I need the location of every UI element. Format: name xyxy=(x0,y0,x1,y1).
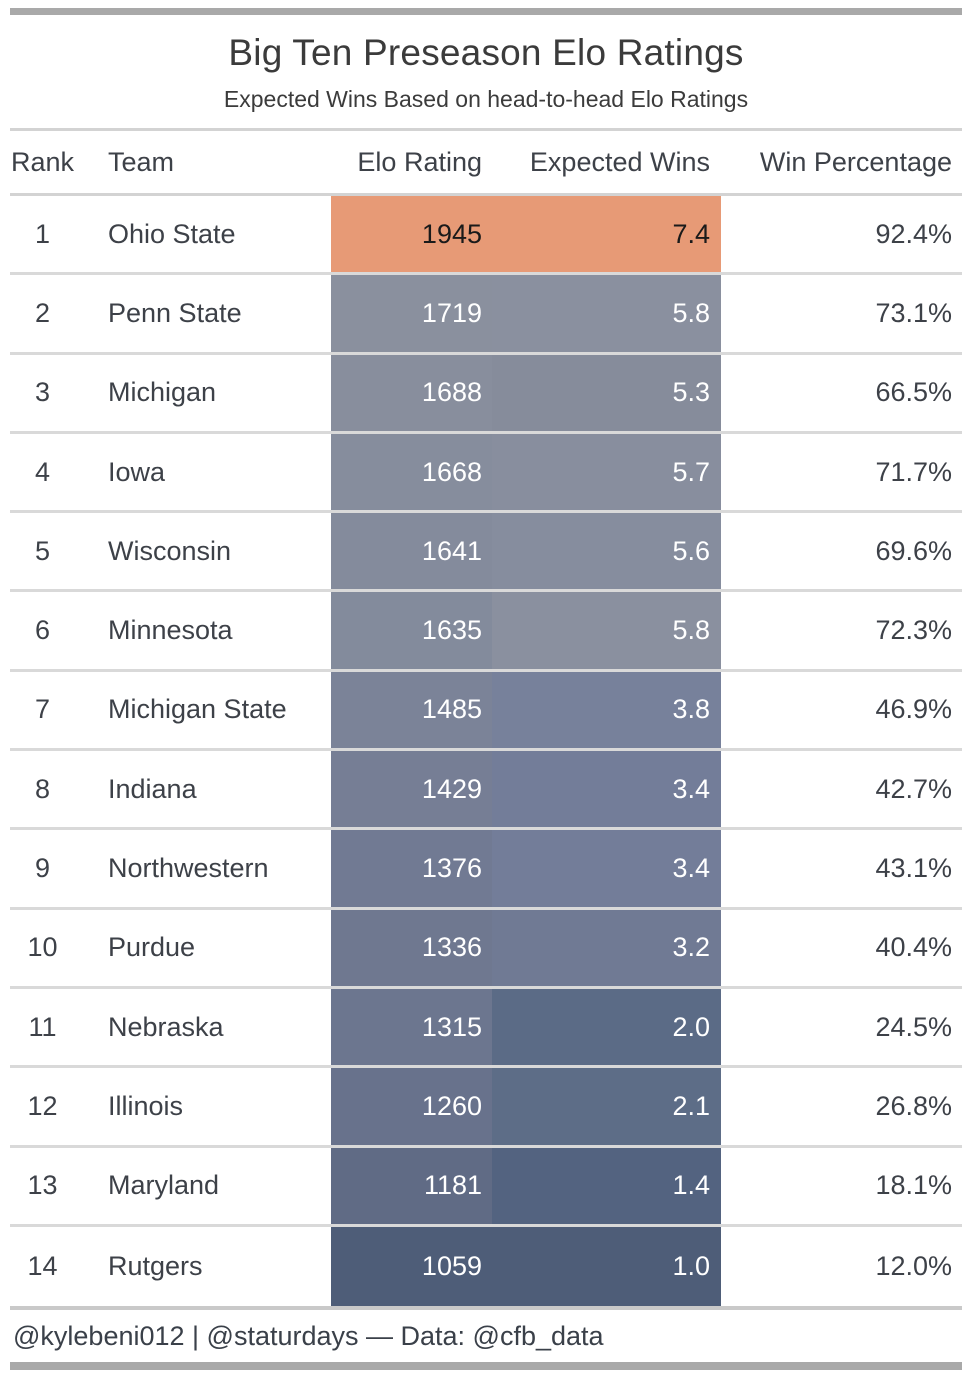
elo-cell: 1260 xyxy=(331,1068,492,1145)
column-header-team: Team xyxy=(108,146,175,177)
elo-cell: 1059 xyxy=(331,1226,492,1307)
elo-cell: 1485 xyxy=(331,671,492,749)
elo-cell: 1336 xyxy=(331,909,492,986)
expected-wins-cell: 3.8 xyxy=(492,671,721,749)
rank-cell: 13 xyxy=(27,1170,58,1201)
team-cell: Penn State xyxy=(108,297,242,328)
expected-wins-cell: 1.4 xyxy=(492,1147,721,1224)
expected-wins-cell: 2.0 xyxy=(492,988,721,1066)
rank-cell: 4 xyxy=(34,456,51,487)
team-cell: Purdue xyxy=(108,932,196,963)
page-subtitle: Expected Wins Based on head-to-head Elo … xyxy=(223,86,749,112)
win-pct-cell: 24.5% xyxy=(875,1011,952,1042)
win-pct-cell: 43.1% xyxy=(875,853,952,884)
team-cell: Ohio State xyxy=(108,218,236,249)
column-header-win-percentage: Win Percentage xyxy=(759,146,952,177)
expected-wins-cell: 3.4 xyxy=(492,830,721,907)
page-title: Big Ten Preseason Elo Ratings xyxy=(228,32,744,73)
rank-cell: 6 xyxy=(34,615,51,646)
rank-cell: 3 xyxy=(34,377,51,408)
elo-cell: 1635 xyxy=(331,592,492,669)
bottom-frame-bar xyxy=(10,1362,962,1371)
rank-cell: 1 xyxy=(34,218,51,249)
expected-wins-cell: 5.8 xyxy=(492,592,721,669)
table-graphic: Big Ten Preseason Elo Ratings Expected W… xyxy=(10,8,962,1371)
team-cell: Minnesota xyxy=(108,615,233,646)
team-cell: Nebraska xyxy=(108,1011,224,1042)
team-cell: Wisconsin xyxy=(108,535,232,566)
header-top-divider xyxy=(10,128,962,131)
table-row: 11 Nebraska 1315 2.0 24.5% xyxy=(10,988,962,1069)
win-pct-cell: 92.4% xyxy=(875,218,952,249)
expected-wins-cell: 7.4 xyxy=(492,196,721,273)
table-row: 3 Michigan 1688 5.3 66.5% xyxy=(10,354,962,434)
team-cell: Rutgers xyxy=(108,1251,203,1281)
win-pct-cell: 12.0% xyxy=(875,1251,952,1281)
win-pct-cell: 46.9% xyxy=(875,694,952,725)
win-pct-cell: 71.7% xyxy=(875,456,952,487)
table-row: 12 Illinois 1260 2.1 26.8% xyxy=(10,1068,962,1148)
team-cell: Indiana xyxy=(108,773,197,804)
team-cell: Iowa xyxy=(108,456,166,487)
table-row: 8 Indiana 1429 3.4 42.7% xyxy=(10,751,962,831)
win-pct-cell: 40.4% xyxy=(875,932,952,963)
elo-cell: 1668 xyxy=(331,433,492,511)
elo-cell: 1945 xyxy=(331,196,492,273)
elo-cell: 1429 xyxy=(331,751,492,828)
rank-cell: 5 xyxy=(34,535,51,566)
win-pct-cell: 42.7% xyxy=(875,773,952,804)
elo-cell: 1181 xyxy=(331,1147,492,1224)
expected-wins-cell: 2.1 xyxy=(492,1068,721,1145)
table-row: 1 Ohio State 1945 7.4 92.4% xyxy=(10,196,962,276)
rank-cell: 2 xyxy=(34,297,51,328)
elo-cell: 1688 xyxy=(331,354,492,431)
rank-cell: 8 xyxy=(34,773,51,804)
expected-wins-cell: 5.3 xyxy=(492,354,721,431)
team-cell: Maryland xyxy=(108,1170,220,1201)
elo-cell: 1315 xyxy=(331,988,492,1066)
rank-cell: 11 xyxy=(28,1011,57,1042)
expected-wins-cell: 5.8 xyxy=(492,275,721,352)
table-row: 6 Minnesota 1635 5.8 72.3% xyxy=(10,592,962,672)
footer-credit: @kylebeni012 | @staturdays — Data: @cfb_… xyxy=(13,1321,604,1352)
table-row: 4 Iowa 1668 5.7 71.7% xyxy=(10,433,962,514)
win-pct-cell: 69.6% xyxy=(875,535,952,566)
elo-cell: 1719 xyxy=(331,275,492,352)
table-row: 10 Purdue 1336 3.2 40.4% xyxy=(10,909,962,989)
expected-wins-cell: 5.7 xyxy=(492,433,721,511)
win-pct-cell: 72.3% xyxy=(875,615,952,646)
expected-wins-cell: 3.2 xyxy=(492,909,721,986)
expected-wins-cell: 3.4 xyxy=(492,751,721,828)
team-cell: Illinois xyxy=(108,1090,184,1121)
top-frame-bar xyxy=(10,8,962,15)
elo-cell: 1641 xyxy=(331,513,492,590)
table-row: 7 Michigan State 1485 3.8 46.9% xyxy=(10,671,962,752)
footer-divider xyxy=(10,1306,962,1311)
team-cell: Michigan xyxy=(108,377,217,408)
elo-cell: 1376 xyxy=(331,830,492,907)
win-pct-cell: 66.5% xyxy=(875,377,952,408)
rank-cell: 14 xyxy=(27,1251,58,1281)
table-header-row: Rank Team Elo Rating Expected Wins Win P… xyxy=(10,131,962,196)
table-body: 1 Ohio State 1945 7.4 92.4% 2 Penn State… xyxy=(10,196,962,1307)
rank-cell: 10 xyxy=(27,932,58,963)
column-header-expected-wins: Expected Wins xyxy=(529,146,710,177)
rank-cell: 12 xyxy=(27,1090,58,1121)
team-cell: Michigan State xyxy=(108,694,287,725)
win-pct-cell: 26.8% xyxy=(875,1090,952,1121)
rank-cell: 9 xyxy=(34,853,51,884)
team-cell: Northwestern xyxy=(108,853,269,884)
column-header-rank: Rank xyxy=(10,146,75,177)
win-pct-cell: 18.1% xyxy=(875,1170,952,1201)
rank-cell: 7 xyxy=(34,694,51,725)
table-row: 5 Wisconsin 1641 5.6 69.6% xyxy=(10,513,962,593)
expected-wins-cell: 1.0 xyxy=(492,1226,721,1307)
table-row: 9 Northwestern 1376 3.4 43.1% xyxy=(10,830,962,910)
table-row: 14 Rutgers 1059 1.0 12.0% xyxy=(10,1226,962,1307)
win-pct-cell: 73.1% xyxy=(875,297,952,328)
table-row: 13 Maryland 1181 1.4 18.1% xyxy=(10,1147,962,1227)
expected-wins-cell: 5.6 xyxy=(492,513,721,590)
column-header-elo-rating: Elo Rating xyxy=(357,146,482,177)
table-row: 2 Penn State 1719 5.8 73.1% xyxy=(10,275,962,355)
